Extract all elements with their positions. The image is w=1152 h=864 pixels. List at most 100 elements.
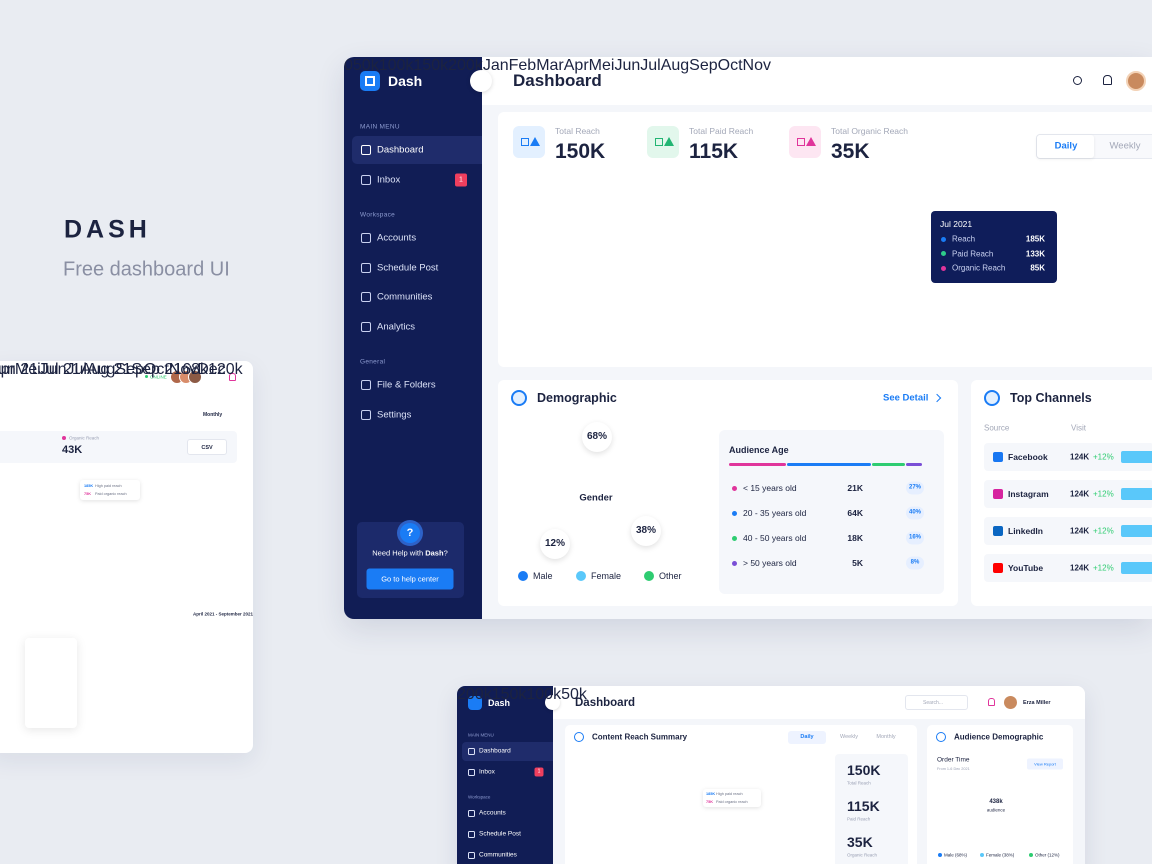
age-bar-segment (786, 463, 871, 466)
menu-item[interactable]: Communities (479, 851, 517, 859)
tooltip-value: 85K (1030, 263, 1045, 273)
stat-icon-square (797, 138, 805, 146)
x-tick-label: Jul (66, 361, 87, 378)
stat-label: Organic Reach (847, 852, 878, 858)
highlight-card (25, 638, 77, 728)
channel-name: Facebook (1008, 452, 1048, 462)
age-label: < 15 years old (743, 483, 797, 493)
channel-change: +12% (1093, 526, 1114, 536)
legend-label: Male (533, 571, 553, 581)
age-title: Audience Age (729, 445, 789, 455)
age-box: Audience Age < 15 years old 21K 27% 20 - 35 … (719, 430, 944, 594)
channel-name: Instagram (1008, 489, 1049, 499)
tab[interactable]: Weekly (1109, 140, 1141, 152)
stat-value: 115K (689, 140, 739, 163)
menu-icon (361, 380, 371, 390)
legend-dot (576, 571, 586, 581)
range[interactable]: April 2021 - September 2021 (193, 611, 253, 617)
tab[interactable]: Daily (800, 734, 814, 740)
menu-icon (468, 851, 475, 859)
tooltip-value: 185K (84, 484, 94, 488)
status-dot (145, 375, 148, 378)
tab[interactable]: Daily (1054, 140, 1078, 152)
x-tick-label: Oct (143, 361, 169, 378)
age-bar-segment (729, 463, 786, 466)
legend-label: Female (591, 571, 622, 581)
stat-value: 43K (62, 444, 83, 456)
tooltip-label: Paid organic reach (716, 800, 748, 804)
donut-unit: audience (986, 807, 1006, 813)
x-tick-label: Jul (640, 57, 661, 74)
x-tick-label: Aug (660, 57, 690, 74)
dashboard-window: Dash MAIN MENU Dashboard Inbox Workspace Acco… (344, 57, 1152, 619)
menu-item[interactable]: Accounts (377, 232, 417, 244)
view-report[interactable]: View Report (1027, 758, 1063, 770)
card-subtitle: Order Time (937, 756, 970, 764)
user-name[interactable]: Erza Miller (1023, 700, 1051, 706)
tab[interactable]: Weekly (840, 734, 858, 740)
tooltip-value: 133K (1025, 249, 1045, 258)
channel-visit: 124K (1070, 452, 1090, 462)
stat-icon-triangle (806, 137, 816, 146)
menu-active (352, 136, 482, 164)
search-icon[interactable] (1073, 76, 1082, 85)
period[interactable]: Monthly (203, 412, 223, 418)
graphics: 200k150k100k50k (457, 686, 587, 704)
collapse-button[interactable] (545, 695, 560, 710)
menu-item[interactable]: Communities (377, 291, 433, 303)
audience-card (927, 725, 1073, 864)
stat-value: 115K (847, 798, 880, 814)
stat-value: 150K (847, 762, 881, 778)
menu-item[interactable]: Inbox (479, 768, 495, 776)
menu-icon (361, 233, 371, 243)
bell-icon[interactable] (1103, 75, 1112, 85)
column-header: Source (984, 423, 1010, 433)
see-detail[interactable]: See Detail (883, 392, 929, 404)
status: ONLINE (150, 374, 167, 380)
x-tick-label: Apr (563, 57, 589, 74)
x-tick-label: Aug 21 (80, 361, 132, 378)
graphics: AprMeiJunJulAugSepOctNovDec (0, 361, 226, 379)
logo-text: Dash (388, 73, 423, 89)
menu-item[interactable]: Dashboard (377, 144, 424, 156)
tooltip-dot (941, 251, 946, 256)
x-tick-label: Mar (536, 57, 564, 74)
menu-item[interactable]: Accounts (479, 809, 506, 817)
csv-button[interactable]: CSV (187, 439, 227, 455)
channel-bar (1121, 488, 1152, 500)
badge: 1 (534, 767, 544, 777)
tab[interactable]: Monthly (876, 734, 896, 740)
collapse-button[interactable] (470, 70, 492, 92)
search-box[interactable] (905, 695, 968, 710)
help-button[interactable]: Go to help center (366, 568, 454, 590)
menu-item[interactable]: Settings (377, 409, 412, 421)
menu-item[interactable]: File & Folders (377, 379, 436, 391)
age-dot (732, 485, 737, 491)
age-pct: 40% (906, 506, 924, 520)
age-dot (732, 510, 737, 516)
x-tick-label: Mei (14, 361, 41, 378)
menu-item[interactable]: Inbox (377, 174, 401, 186)
x-tick-label: Oct (717, 57, 743, 74)
x-tick-label: Sep (689, 57, 718, 74)
tooltip-value: 185K (1025, 234, 1045, 244)
logo-icon (360, 71, 380, 91)
age-label: 40 - 50 years old (743, 533, 807, 543)
menu-item[interactable]: Analytics (377, 321, 416, 333)
channel-visit: 124K (1070, 526, 1090, 536)
menu-item[interactable]: Dashboard (479, 747, 511, 755)
channel-bar (1121, 525, 1152, 537)
menu-item[interactable]: Schedule Post (377, 262, 439, 274)
tooltip-dot (941, 265, 946, 271)
age-label: 20 - 35 years old (743, 508, 807, 518)
legend-label: Male (68%) (944, 852, 968, 858)
age-label: > 50 years old (743, 558, 797, 568)
avatar[interactable] (1126, 71, 1146, 91)
channel-icon (993, 452, 1003, 462)
channel-change: +12% (1093, 452, 1114, 462)
help-text-mark: ? (443, 548, 448, 558)
menu-item[interactable]: Schedule Post (479, 830, 521, 838)
tooltip-title: Jul 2021 (940, 219, 973, 229)
